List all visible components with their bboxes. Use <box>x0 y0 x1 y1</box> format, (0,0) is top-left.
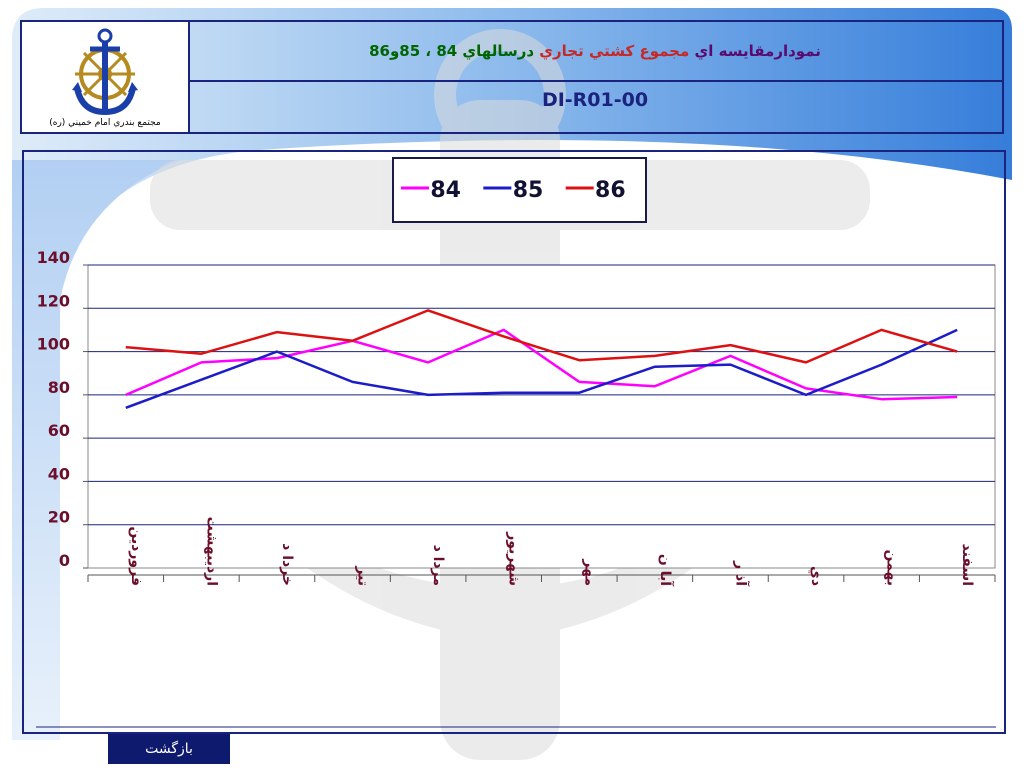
x-category-label: شهريور <box>506 531 522 586</box>
title-part-3: درسالهاي 84 ، 85و86 <box>369 42 535 60</box>
x-category-label: خردا د <box>279 543 295 586</box>
y-tick-label: 0 <box>59 551 70 570</box>
logo-caption: مجتمع بندري امام خميني (ره) <box>49 118 161 128</box>
legend-label-85: 85 <box>513 178 544 203</box>
y-tick-label: 80 <box>48 378 70 397</box>
legend-label-86: 86 <box>595 178 626 203</box>
document-code: DI-R01-00 <box>541 89 649 111</box>
title-row: نمودارمقايسه اي مجموع كشتي تجاري درسالها… <box>188 22 1002 82</box>
legend-label-84: 84 <box>430 178 461 203</box>
y-tick-label: 100 <box>37 335 70 354</box>
legend-box <box>392 157 647 223</box>
y-tick-label: 20 <box>48 508 70 527</box>
x-category-label: مردا د <box>430 545 446 586</box>
x-category-label: مهر <box>581 558 597 586</box>
back-button[interactable]: بازگشت <box>108 734 230 764</box>
series-line-86 <box>125 309 958 364</box>
logo-cell: مجتمع بندري امام خميني (ره) <box>22 22 190 132</box>
x-category-label: فروردين <box>128 526 144 586</box>
y-tick-label: 60 <box>48 421 70 440</box>
code-row: DI-R01-00 <box>188 82 1002 132</box>
plot-area <box>87 264 996 569</box>
x-category-label: اسفند <box>959 544 975 586</box>
x-category-label: دي <box>807 566 824 586</box>
x-category-label: آذ ر <box>732 560 750 587</box>
x-category-label: تير <box>355 565 371 586</box>
title-part-1: نمودارمقايسه اي <box>694 42 821 60</box>
x-category-label: آبا ن <box>657 554 675 587</box>
y-tick-label: 140 <box>37 248 70 267</box>
header-panel: مجتمع بندري امام خميني (ره) نمودارمقايسه… <box>20 20 1004 134</box>
x-category-label: بهمن <box>884 550 900 586</box>
y-tick-label: 120 <box>37 291 70 310</box>
y-tick-label: 40 <box>48 464 70 483</box>
series-line-85 <box>125 328 958 409</box>
page-title: نمودارمقايسه اي مجموع كشتي تجاري درسالها… <box>369 42 821 60</box>
title-part-2: مجموع كشتي تجاري <box>539 42 690 60</box>
anchor-logo-icon <box>72 28 138 116</box>
x-category-label: ارديبهشت <box>203 517 219 586</box>
chart-frame <box>22 150 1006 734</box>
